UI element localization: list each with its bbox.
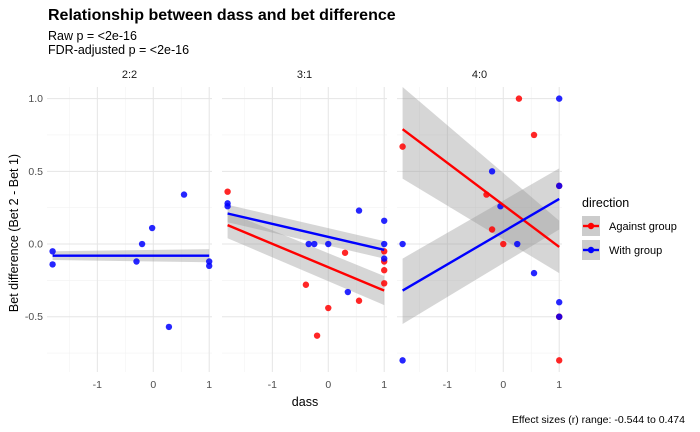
legend-key-point [587,246,595,254]
data-point [165,323,173,331]
legend-label: With group [609,245,662,257]
confidence-band [402,168,560,325]
data-point [399,143,406,150]
y-tick-label: -0.5 [25,311,43,323]
data-point [530,131,538,139]
legend-label: Against group [609,221,677,233]
y-axis: -0.5 0.0 0.5 1.0 [25,93,43,323]
data-point [325,304,332,312]
data-point [381,267,388,274]
data-point [138,240,146,248]
chart-title: Relationship between dass and bet differ… [48,7,396,24]
confidence-band [402,87,560,274]
data-point [381,255,388,262]
data-point [344,288,352,296]
x-tick-label: 0 [500,379,506,391]
data-point [302,281,310,288]
x-tick-label: -1 [93,379,102,391]
legend-title: direction [582,196,629,210]
x-tick-label: -1 [443,379,452,391]
data-point [224,188,231,195]
data-point [514,240,521,248]
y-axis-title: Bet difference (Bet 2 - Bet 1) [7,154,21,312]
data-point [313,332,321,339]
legend-item: With group [582,240,662,260]
data-point [381,217,388,224]
legend: direction Against group With group [582,196,677,260]
facet-strip-label: 4:0 [472,69,487,81]
data-point [341,249,349,256]
facet-panel-1: 3:1 -1 0 1 [222,69,388,391]
y-tick-label: 0.0 [28,239,43,251]
fit-line [227,212,385,252]
data-point [355,297,363,304]
facet-panel-2: 4:0 -1 0 1 [397,69,563,391]
x-tick-label: 1 [381,379,387,391]
chart-caption: Effect sizes (r) range: -0.544 to 0.474 [512,414,685,426]
x-tick-label: 0 [150,379,156,391]
data-point [556,95,563,102]
data-point [381,240,388,248]
data-point [530,269,538,277]
y-tick-label: 1.0 [28,93,43,105]
data-point [381,280,388,287]
x-tick-label: 1 [556,379,562,391]
data-point [311,240,318,248]
data-point [133,258,140,265]
facet-strip-label: 3:1 [297,69,312,81]
data-point [556,357,563,364]
x-tick-label: 0 [325,379,331,391]
data-point [399,357,406,364]
fit-line [401,197,560,292]
y-tick-label: 0.5 [28,166,43,178]
data-point [325,240,332,248]
facet-panel-0: 2:2 -1 0 1 [47,69,213,391]
x-tick-label: -1 [268,379,277,391]
x-tick-label: 1 [206,379,212,391]
legend-item: Against group [582,216,677,236]
data-point [355,207,363,214]
data-point [399,240,406,248]
facet-strip-label: 2:2 [122,69,137,81]
chart-subtitle-raw: Raw p = <2e-16 [48,29,137,43]
data-point [556,182,563,190]
data-point [224,203,231,210]
data-point [180,191,188,198]
data-point [148,224,156,232]
data-point [556,299,563,306]
fit-line [401,128,560,248]
data-point [305,240,312,248]
legend-key-point [587,222,595,230]
legend-items: Against group With group [582,216,677,260]
chart-subtitle-fdr: FDR-adjusted p = <2e-16 [48,43,189,57]
x-axis-title: dass [292,395,318,409]
data-point [488,226,496,233]
data-point [515,95,523,102]
facet-panels: 2:2 -1 0 1 3:1 -1 0 1 4:0 -1 0 1 [47,69,563,391]
data-point [49,261,56,268]
data-point [500,240,507,248]
data-point [49,248,56,255]
data-point [488,168,496,175]
data-point [556,313,563,320]
data-point [206,262,213,270]
fit-line [227,224,385,292]
